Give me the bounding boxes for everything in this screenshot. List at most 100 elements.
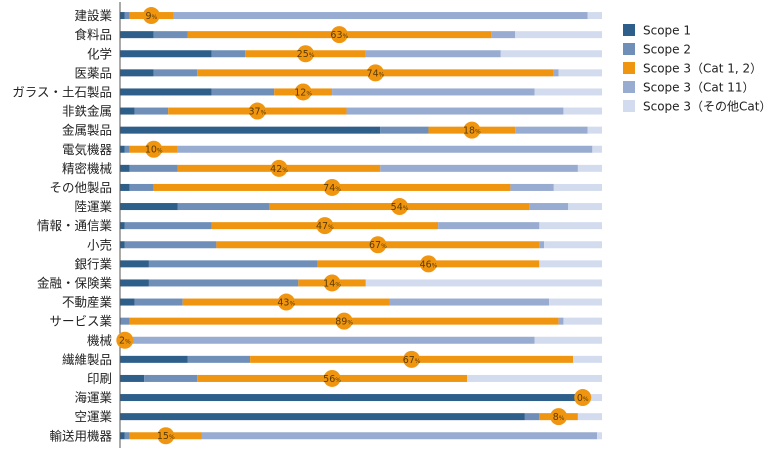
data-label: 67% — [403, 350, 421, 368]
data-label-text: 10% — [145, 145, 163, 156]
category-label: 金属製品 — [62, 123, 112, 138]
data-label: 25% — [297, 45, 315, 63]
data-label-bubble — [142, 7, 160, 25]
bar-segment — [332, 88, 535, 96]
data-label: 63% — [330, 26, 349, 44]
data-labels: 9% 63% 25% 74% 12% 37% 18% 10% 42% 74% 54% 47% 67% 46… — [116, 7, 592, 445]
bar-segment — [148, 260, 318, 268]
bar-segment — [524, 413, 540, 421]
bar-segment — [120, 50, 212, 58]
category-labels: 建設業食料品化学医薬品ガラス・土石製品非鉄金属金属製品電気機器精密機械その他製品… — [12, 8, 112, 443]
bar-segment — [510, 183, 554, 191]
bar-segment — [582, 394, 602, 402]
bar-segment — [120, 222, 125, 230]
bar-segment — [539, 241, 545, 249]
bar-segment — [120, 203, 178, 211]
bar-segment — [187, 355, 251, 363]
category-label: 小売 — [87, 237, 112, 252]
bar-segment — [467, 374, 602, 382]
data-label: 10% — [145, 140, 163, 158]
data-label-bubble — [116, 331, 134, 349]
legend-label: Scope 3（その他Cat） — [643, 100, 771, 114]
legend-label: Scope 1 — [643, 24, 691, 38]
bar-segment — [534, 88, 602, 96]
bar-segment — [129, 336, 535, 344]
category-label: 不動産業 — [62, 295, 113, 310]
data-label: 47% — [316, 217, 334, 235]
data-label-bubble — [248, 102, 266, 120]
data-label: 14% — [323, 274, 341, 292]
bar-segment — [144, 374, 198, 382]
data-label-bubble — [145, 140, 163, 158]
category-label: 食料品 — [74, 27, 112, 42]
data-label-text: 43% — [277, 297, 295, 308]
bar-segment — [500, 50, 602, 58]
data-label-bubble — [391, 198, 409, 216]
bar-segment — [134, 107, 169, 115]
data-label-text: 8% — [553, 412, 565, 423]
data-label-bubble — [157, 427, 175, 445]
bar-segment — [558, 317, 564, 325]
bar-segment — [544, 241, 602, 249]
bar-segment — [573, 355, 602, 363]
bar-segment — [120, 241, 125, 249]
category-label: 空運業 — [74, 409, 112, 424]
bar-segment — [438, 222, 540, 230]
category-label: 陸運業 — [74, 199, 112, 214]
category-label: 建設業 — [74, 8, 112, 23]
bar-segment — [120, 413, 525, 421]
legend-swatch — [623, 43, 635, 55]
data-label-text: 37% — [248, 106, 266, 117]
bar-segment — [389, 298, 549, 306]
bar-segment — [124, 432, 130, 440]
bar-segment — [148, 279, 299, 287]
bar-segment — [563, 317, 602, 325]
bar-segment — [539, 260, 602, 268]
category-label: ガラス・土石製品 — [12, 84, 112, 99]
data-label: 43% — [277, 293, 295, 311]
data-label-bubble — [330, 26, 348, 44]
bar-segment — [380, 126, 429, 134]
legend-item: Scope 3（Cat 11） — [623, 81, 755, 95]
data-label-bubble — [323, 178, 341, 196]
data-label-text: 15% — [157, 431, 175, 442]
bar-segment — [380, 164, 578, 172]
legend-label: Scope 3（Cat 1, 2） — [643, 62, 762, 76]
legend-swatch — [623, 100, 635, 112]
category-label: 金融・保険業 — [37, 275, 113, 290]
bar-segment — [124, 145, 130, 153]
bar-segment — [553, 69, 559, 77]
data-label-text: 67% — [369, 240, 387, 251]
bar-segment — [211, 88, 275, 96]
data-label-text: 74% — [367, 68, 385, 79]
bar-segment — [173, 12, 588, 20]
bar-segment — [120, 126, 381, 134]
bar-segment — [529, 203, 569, 211]
data-label: 37% — [248, 102, 267, 120]
data-label-text: 63% — [330, 30, 348, 41]
bar-segment — [120, 12, 125, 20]
bar-segment — [120, 317, 130, 325]
legend-label: Scope 2 — [643, 43, 691, 57]
data-label-bubble — [294, 83, 312, 101]
legend-item: Scope 3（Cat 1, 2） — [623, 62, 762, 76]
category-label: 銀行業 — [74, 256, 112, 271]
bar-segment — [120, 394, 583, 402]
bar-segment — [129, 164, 178, 172]
bar-segment — [587, 12, 602, 20]
data-label-bubble — [403, 350, 421, 368]
data-label-text: 14% — [323, 278, 341, 289]
category-label: 非鉄金属 — [62, 104, 112, 119]
data-label-bubble — [323, 369, 341, 387]
bar-segment — [515, 126, 588, 134]
data-label: 9% — [142, 7, 160, 25]
data-label-bubble — [270, 159, 288, 177]
data-label: 12% — [294, 83, 312, 101]
bar-segment — [120, 31, 154, 39]
bar-segment — [568, 203, 602, 211]
bar-segment — [120, 145, 125, 153]
bar-segment — [211, 50, 246, 58]
bar-segment — [365, 279, 602, 287]
bar-segment — [120, 374, 145, 382]
data-label-bubble — [277, 293, 295, 311]
